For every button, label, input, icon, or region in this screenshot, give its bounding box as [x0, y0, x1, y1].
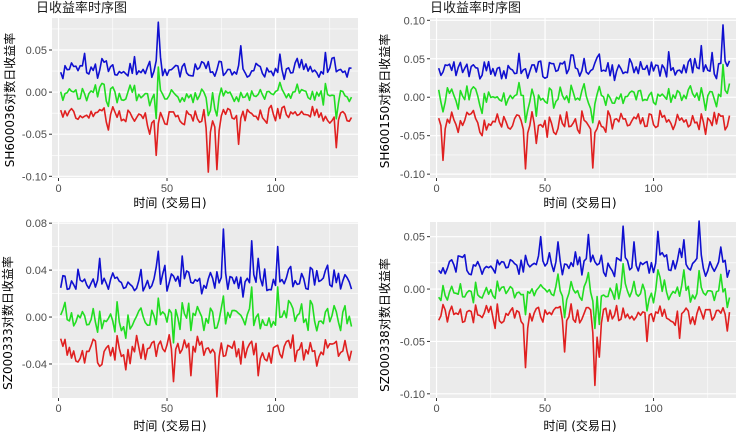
x-tick-label: 100	[644, 183, 662, 195]
y-tick-label: 0.04	[26, 265, 47, 277]
series-line-green	[437, 63, 731, 124]
panel-sh600036: 0 50 100 -0.10 -0.05 0.00 0.05 日收益率时序图 时间 (交易日…	[2, 0, 358, 210]
plot-area: 0 50 100 -0.10 -0.05 0.00 0.05 0.10	[400, 15, 736, 195]
series-line-green	[438, 262, 731, 330]
series-line-red	[437, 109, 731, 170]
x-tick-label: 50	[161, 403, 173, 415]
y-axis-label: SZ000333对数日收益率	[0, 256, 15, 390]
y-tick-label: -0.10	[400, 169, 425, 181]
y-tick-label: 0.00	[404, 284, 425, 296]
panel-sz000333: 0 50 100 -0.04 0.00 0.04 0.08 时间 (交易日) SZ00033…	[0, 218, 358, 433]
y-tick-label: 0.05	[404, 54, 425, 66]
x-tick-label: 50	[161, 183, 173, 195]
y-tick-label: -0.10	[400, 389, 425, 401]
x-tick-label: 100	[644, 403, 662, 415]
y-tick-label: 0.00	[404, 92, 425, 104]
y-tick-label: 0.05	[26, 45, 47, 57]
panel-sz000338: 0 50 100 -0.10 -0.05 0.00 0.05 时间 (交易日) SZ0003…	[377, 220, 736, 433]
y-tick-label: -0.05	[400, 336, 425, 348]
series-line-red	[59, 334, 353, 398]
series-line-green	[59, 286, 353, 344]
x-tick-label: 0	[433, 183, 439, 195]
series-line-red	[59, 104, 353, 173]
series-line-blue	[59, 21, 352, 81]
x-axis-label: 时间 (交易日)	[133, 195, 206, 210]
y-tick-label: 0.10	[404, 15, 425, 27]
y-tick-label: 0.00	[26, 87, 47, 99]
series-line-blue	[437, 24, 731, 82]
x-tick-label: 50	[539, 183, 551, 195]
plot-background	[52, 18, 358, 178]
y-tick-label: -0.05	[400, 131, 425, 143]
series-line-red	[437, 303, 731, 387]
x-tick-label: 0	[433, 403, 439, 415]
panel-title: 日收益率时序图	[36, 0, 127, 16]
x-tick-label: 0	[55, 183, 61, 195]
y-axis-label: SZ000338对数日收益率	[377, 258, 392, 392]
panel-title: 日收益率时序图	[430, 0, 521, 16]
y-tick-label: 0.00	[26, 312, 47, 324]
series-line-blue	[438, 220, 731, 278]
plot-area: 0 50 100 -0.04 0.00 0.04 0.08	[22, 218, 358, 415]
plot-area: 0 50 100 -0.10 -0.05 0.00 0.05	[22, 18, 358, 195]
x-tick-label: 50	[539, 403, 551, 415]
x-axis-label: 时间 (交易日)	[133, 418, 206, 433]
plot-background	[430, 18, 736, 178]
x-tick-label: 100	[266, 183, 284, 195]
x-tick-label: 100	[266, 403, 284, 415]
y-tick-label: 0.05	[404, 232, 425, 244]
plot-area: 0 50 100 -0.10 -0.05 0.00 0.05	[400, 220, 736, 415]
x-axis-label: 时间 (交易日)	[543, 195, 616, 210]
y-tick-label: 0.08	[26, 218, 47, 230]
series-line-blue	[59, 228, 353, 298]
plot-background	[52, 222, 358, 398]
y-tick-label: -0.05	[22, 129, 47, 141]
series-line-green	[59, 66, 353, 120]
panel-sh600150: 0 50 100 -0.10 -0.05 0.00 0.05 0.10 日收益率时序图 时间 …	[377, 0, 736, 210]
x-tick-label: 0	[55, 403, 61, 415]
y-axis-label: SH600036对数日收益率	[2, 33, 17, 167]
x-axis-label: 时间 (交易日)	[543, 418, 616, 433]
y-tick-label: -0.04	[22, 359, 47, 371]
y-axis-label: SH600150对数日收益率	[377, 34, 392, 168]
y-tick-label: -0.10	[22, 171, 47, 183]
